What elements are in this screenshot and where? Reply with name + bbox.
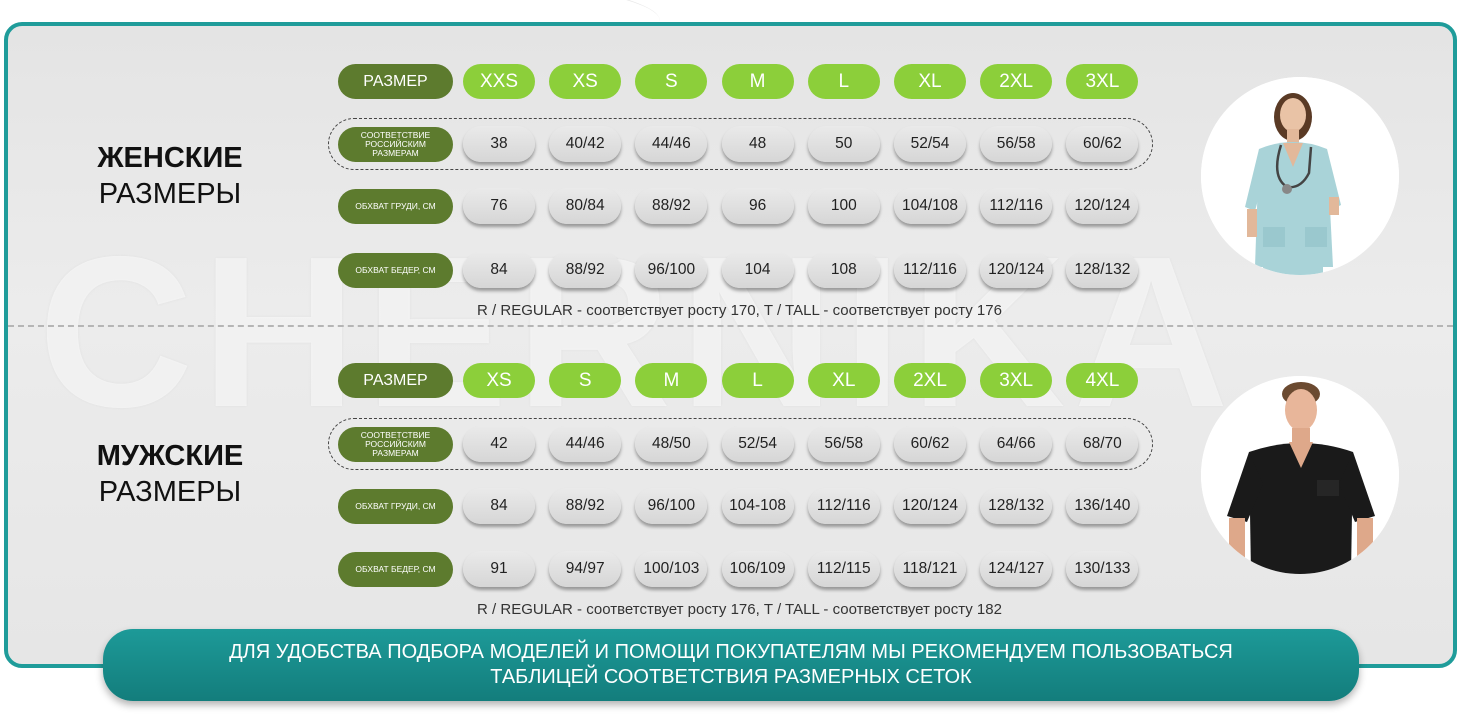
men-value-cell: 136/140 [1066,488,1139,524]
women-value-cell: 38 [463,126,535,162]
size-chart-frame: CHERNIKA ЖЕНСКИЕ РАЗМЕРЫ РАЗМЕР XXS XS S M L… [4,22,1457,668]
women-value-cell: 88/92 [549,252,622,288]
men-value-cell: 96/100 [635,488,708,524]
men-value-cell: 128/132 [980,488,1053,524]
men-value-cell: 84 [463,488,535,524]
men-title-line1: МУЖСКИЕ [96,440,244,472]
men-value-cell: 94/97 [549,551,622,587]
women-value-cell: 80/84 [549,188,622,224]
women-value-cell: 112/116 [980,188,1053,224]
women-row-label: ОБХВАТ ГРУДИ, СМ [338,189,453,224]
men-value-cell: 100/103 [635,551,708,587]
men-value-cell: 112/116 [807,488,880,524]
men-value-cell: 60/62 [894,426,966,462]
women-row-label: СООТВЕТСТВИЕ РОССИЙСКИМ РАЗМЕРАМ [338,127,453,162]
men-size-label: РАЗМЕР [338,363,453,398]
women-value-cell: 120/124 [980,252,1053,288]
women-size-pill: 2XL [980,64,1053,99]
women-value-cell: 108 [807,252,880,288]
men-value-cell: 44/46 [549,426,622,462]
women-size-pill: XL [894,64,966,99]
women-title-line2: РАЗМЕРЫ [98,178,242,210]
women-value-cell: 84 [463,252,535,288]
women-value-cell: 88/92 [635,188,708,224]
women-value-cell: 104/108 [894,188,966,224]
women-value-cell: 50 [807,126,880,162]
women-russian-size-outline [328,118,1153,170]
men-value-cell: 112/115 [807,551,880,587]
men-value-cell: 64/66 [980,426,1053,462]
women-value-cell: 104 [721,252,794,288]
men-value-cell: 88/92 [549,488,622,524]
men-size-pill: XL [807,363,880,398]
men-value-cell: 118/121 [894,551,966,587]
women-value-cell: 96/100 [635,252,708,288]
banner-line2: ТАБЛИЦЕЙ СООТВЕТСТВИЯ РАЗМЕРНЫХ СЕТОК [490,666,972,688]
men-size-pill: M [635,363,708,398]
men-value-cell: 52/54 [721,426,794,462]
men-section-title: МУЖСКИЕ РАЗМЕРЫ [60,438,280,510]
women-value-cell: 60/62 [1066,126,1139,162]
women-section-title: ЖЕНСКИЕ РАЗМЕРЫ [60,140,280,212]
women-model-photo [1201,77,1399,275]
women-value-cell: 48 [721,126,794,162]
men-model-photo [1201,376,1399,574]
men-value-cell: 91 [463,551,535,587]
men-value-cell: 56/58 [807,426,880,462]
men-value-cell: 106/109 [721,551,794,587]
women-size-pill: L [807,64,880,99]
men-row-label: СООТВЕТСТВИЕ РОССИЙСКИМ РАЗМЕРАМ [338,427,453,462]
women-size-pill: M [721,64,794,99]
man-in-scrubs-image [1201,376,1399,574]
men-russian-size-outline [328,418,1153,470]
men-size-pill: S [549,363,622,398]
men-size-pill: 2XL [894,363,966,398]
woman-in-scrubs-image [1201,77,1399,275]
women-value-cell: 100 [807,188,880,224]
men-size-pill: 3XL [980,363,1053,398]
men-value-cell: 120/124 [894,488,966,524]
women-value-cell: 112/116 [894,252,966,288]
men-value-cell: 124/127 [980,551,1053,587]
women-title-line1: ЖЕНСКИЕ [97,142,243,174]
men-value-cell: 68/70 [1066,426,1139,462]
men-value-cell: 42 [463,426,535,462]
men-row-label: ОБХВАТ ГРУДИ, СМ [338,489,453,524]
men-size-pill: XS [463,363,535,398]
men-row-label: ОБХВАТ БЕДЕР, СМ [338,552,453,587]
women-value-cell: 56/58 [980,126,1053,162]
recommendation-banner: ДЛЯ УДОБСТВА ПОДБОРА МОДЕЛЕЙ И ПОМОЩИ ПО… [103,629,1359,701]
men-value-cell: 104-108 [721,488,794,524]
women-value-cell: 76 [463,188,535,224]
women-row-label: ОБХВАТ БЕДЕР, СМ [338,253,453,288]
men-title-line2: РАЗМЕРЫ [98,476,242,508]
women-size-pill: S [635,64,708,99]
women-size-label: РАЗМЕР [338,64,453,99]
women-value-cell: 52/54 [894,126,966,162]
men-height-note: R / REGULAR - соответствует росту 176, T… [477,601,1002,618]
women-size-pill: 3XL [1066,64,1139,99]
women-value-cell: 40/42 [549,126,622,162]
men-value-cell: 48/50 [635,426,708,462]
women-size-pill: XXS [463,64,535,99]
women-value-cell: 96 [721,188,794,224]
section-divider [8,325,1453,327]
banner-line1: ДЛЯ УДОБСТВА ПОДБОРА МОДЕЛЕЙ И ПОМОЩИ ПО… [229,641,1233,663]
women-height-note: R / REGULAR - соответствует росту 170, T… [477,302,1002,319]
women-value-cell: 128/132 [1066,252,1139,288]
men-size-pill: 4XL [1066,363,1139,398]
men-size-pill: L [721,363,794,398]
women-value-cell: 120/124 [1066,188,1139,224]
men-value-cell: 130/133 [1066,551,1139,587]
women-value-cell: 44/46 [635,126,708,162]
women-size-pill: XS [549,64,622,99]
